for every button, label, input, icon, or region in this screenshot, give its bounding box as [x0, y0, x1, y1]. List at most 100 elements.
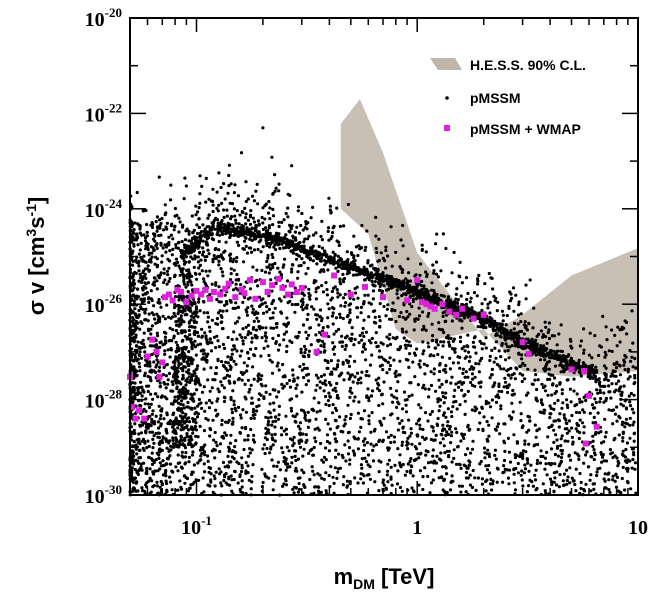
pmssm-point [524, 326, 528, 330]
pmssm-point [562, 472, 567, 476]
pmssm-point [150, 417, 154, 422]
pmssm-point [196, 364, 200, 368]
pmssm-point [256, 284, 260, 288]
pmssm-point [552, 419, 556, 423]
pmssm-point [160, 254, 164, 258]
pmssm-point [240, 378, 244, 382]
pmssm-point [416, 452, 420, 456]
pmssm-point [275, 395, 279, 399]
pmssm-point [263, 472, 267, 476]
pmssm-point [580, 421, 585, 425]
pmssm-point [543, 467, 547, 471]
pmssm-point [164, 386, 168, 390]
pmssm-point [335, 396, 339, 400]
pmssm-point [146, 439, 150, 443]
pmssm-point [395, 482, 400, 486]
pmssm-point [566, 475, 570, 479]
pmssm-point [189, 242, 193, 246]
pmssm-point [376, 387, 380, 391]
pmssm-point [327, 449, 331, 453]
pmssm-point [543, 320, 547, 324]
pmssm-point [374, 378, 378, 382]
pmssm-point [244, 425, 248, 430]
pmssm-point [328, 441, 332, 445]
pmssm-point [435, 454, 439, 458]
pmssm-point [174, 465, 178, 469]
pmssm-point [420, 435, 425, 439]
pmssm-point [588, 331, 592, 335]
pmssm-point [158, 341, 162, 345]
pmssm-point [187, 416, 191, 420]
pmssm-point [177, 445, 181, 449]
pmssm-point [492, 360, 496, 364]
pmssm-point [469, 451, 473, 455]
pmssm-point [318, 473, 322, 477]
pmssm-point [326, 229, 330, 233]
pmssm-point [264, 384, 268, 388]
pmssm-point [333, 345, 337, 349]
pmssm-point [437, 457, 442, 461]
pmssm-point [138, 350, 142, 354]
pmssm-point [504, 342, 508, 346]
pmssm-point [142, 342, 146, 346]
pmssm-point [612, 390, 617, 394]
pmssm-point [306, 410, 310, 414]
pmssm-point [246, 434, 250, 438]
pmssm-point [448, 427, 452, 431]
pmssm-point [541, 333, 546, 337]
pmssm-point [401, 223, 405, 228]
pmssm-point [390, 393, 394, 397]
pmssm-point [233, 445, 237, 449]
pmssm-point [303, 226, 307, 230]
pmssm-point [220, 423, 224, 427]
pmssm-point [367, 422, 371, 426]
pmssm-point [501, 480, 505, 484]
pmssm-point [206, 274, 210, 278]
pmssm-point [130, 412, 134, 417]
pmssm-point [175, 422, 179, 426]
pmssm-point [259, 235, 264, 239]
pmssm-point [392, 440, 396, 444]
pmssm-point [285, 465, 290, 469]
pmssm-point [584, 482, 588, 486]
pmssm-point [220, 270, 224, 274]
pmssm-point [567, 419, 572, 423]
pmssm-point [231, 288, 236, 292]
pmssm-point [476, 476, 480, 480]
pmssm-point [622, 363, 626, 367]
pmssm-point [195, 277, 199, 281]
pmssm-point [497, 349, 501, 353]
pmssm-point [236, 194, 241, 198]
pmssm-point [278, 343, 282, 347]
pmssm-point [238, 354, 242, 358]
pmssm-point [508, 299, 513, 303]
pmssm-point [244, 212, 248, 216]
pmssm-point [340, 334, 344, 338]
pmssm-point [349, 412, 353, 417]
pmssm-point [523, 442, 527, 446]
pmssm-point [486, 439, 490, 443]
pmssm-point [478, 421, 482, 425]
pmssm-point [230, 337, 234, 342]
pmssm-point [468, 460, 472, 464]
pmssm-point [142, 331, 146, 335]
pmssm-point [320, 284, 324, 288]
pmssm-point [502, 422, 506, 426]
pmssm-point [360, 370, 364, 374]
pmssm-point [532, 306, 536, 310]
pmssm-point [389, 386, 393, 390]
pmssm-point [609, 396, 613, 400]
pmssm-point [172, 228, 176, 232]
pmssm-point [150, 430, 154, 434]
pmssm-point [218, 309, 222, 313]
pmssm-point [163, 213, 167, 217]
pmssm-point [458, 340, 463, 344]
pmssm-point [195, 415, 200, 419]
pmssm-point [435, 422, 439, 426]
pmssm-point [577, 370, 581, 374]
pmssm-point [266, 422, 270, 426]
pmssm-point [384, 430, 389, 434]
pmssm-point [454, 462, 459, 466]
pmssm-point [470, 447, 475, 451]
pmssm-point [596, 411, 600, 415]
